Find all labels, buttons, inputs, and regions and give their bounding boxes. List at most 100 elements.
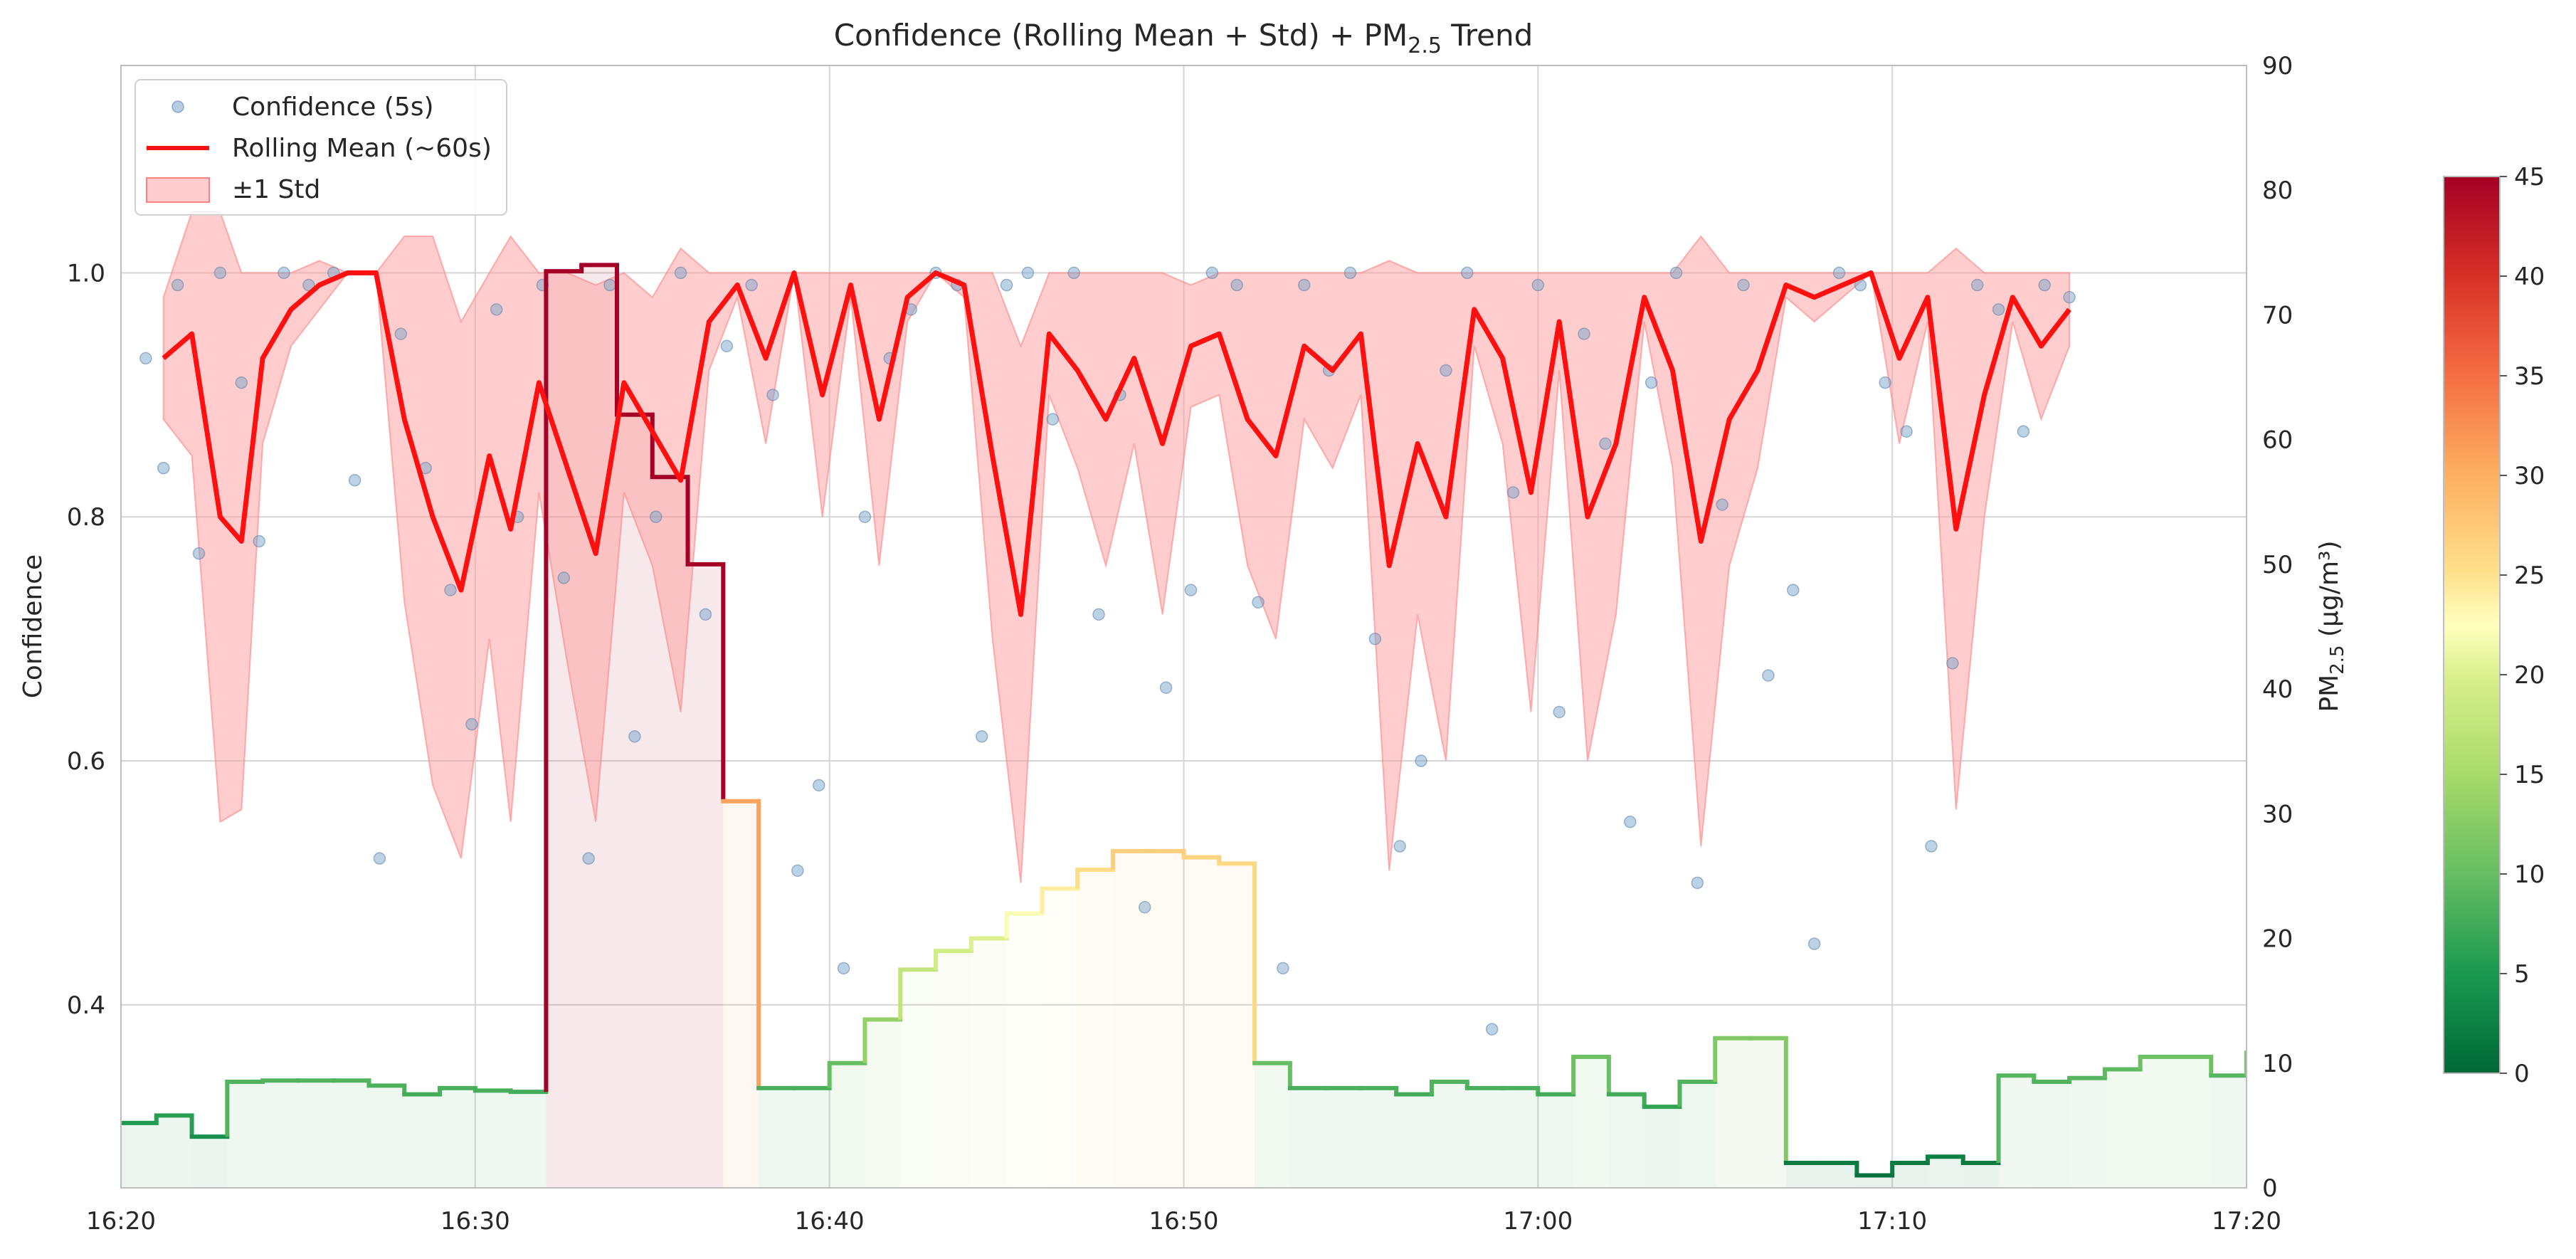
pm25-fill-segment xyxy=(191,1137,228,1188)
chart-title-suffix: Trend xyxy=(1442,18,1533,53)
y2-tick-label: 50 xyxy=(2262,551,2293,579)
y2-tick-label: 60 xyxy=(2262,426,2293,455)
scatter-point xyxy=(1277,962,1289,975)
x-tick-label: 16:50 xyxy=(1149,1207,1219,1236)
pm25-fill-segment xyxy=(2140,1057,2176,1188)
scatter-point xyxy=(1716,498,1728,511)
pm25-fill-segment xyxy=(333,1080,369,1188)
scatter-point xyxy=(235,376,248,389)
colorbar-tick-label: 35 xyxy=(2514,362,2545,391)
pm25-step-line xyxy=(121,263,2247,1178)
scatter-point xyxy=(1485,1023,1499,1036)
pm25-fill-segment xyxy=(1608,1094,1645,1188)
scatter-point xyxy=(465,717,478,731)
pm25-fill-segment xyxy=(936,951,971,1188)
confidence-scatter xyxy=(139,266,2076,1036)
pm25-fill-segment xyxy=(1538,1094,1574,1188)
x-tick-label: 16:20 xyxy=(86,1207,156,1236)
y2-tick-label: 10 xyxy=(2262,1050,2293,1078)
x-tick-label: 16:40 xyxy=(795,1207,865,1236)
scatter-point xyxy=(720,339,734,352)
scatter-point xyxy=(278,266,290,280)
scatter-point xyxy=(1506,486,1520,499)
scatter-point xyxy=(253,534,265,548)
pm25-fill-segment xyxy=(2175,1057,2212,1188)
scatter-point xyxy=(1461,266,1474,280)
y2-tick-label: 40 xyxy=(2262,675,2293,704)
scatter-point xyxy=(812,779,825,792)
x-tick-label: 17:00 xyxy=(1503,1207,1573,1236)
scatter-point xyxy=(1624,816,1637,828)
y-tick-label: 0.6 xyxy=(67,747,105,776)
scatter-point xyxy=(1000,278,1013,292)
colorbar: 0 5 10 15 20 25 30 35 40 45 xyxy=(2443,163,2545,1088)
scatter-point xyxy=(373,852,386,865)
pm25-fill-segment xyxy=(1502,1087,1538,1188)
scatter-point xyxy=(1645,376,1658,389)
pm25-fill-segment xyxy=(2034,1082,2070,1188)
pm25-fill-segment xyxy=(1751,1038,1786,1188)
scatter-point xyxy=(1691,876,1704,890)
scatter-point xyxy=(628,730,641,743)
y2-axis-label-subscript: 2.5 xyxy=(2327,645,2348,674)
scatter-point xyxy=(674,266,687,280)
pm25-fill-segment xyxy=(1573,1057,1609,1188)
scatter-point xyxy=(791,864,804,878)
scatter-point xyxy=(975,730,988,743)
pm25-fill-segment xyxy=(865,1019,901,1188)
pm25-fill-segment xyxy=(1042,888,1078,1188)
y2-tick-label: 90 xyxy=(2262,52,2293,80)
colorbar-gradient xyxy=(2443,176,2501,1074)
scatter-point xyxy=(858,510,872,523)
scatter-point xyxy=(1415,754,1427,767)
pm25-fill-segment xyxy=(1963,1162,1999,1188)
scatter-point xyxy=(1762,669,1775,682)
colorbar-ticks: 0 5 10 15 20 25 30 35 40 45 xyxy=(2500,163,2545,1088)
scatter-point xyxy=(837,962,850,975)
pm25-fill-segment xyxy=(2104,1069,2140,1188)
scatter-point xyxy=(1440,364,1452,377)
scatter-point xyxy=(1946,657,1959,670)
chart-title: Confidence (Rolling Mean + Std) + PM2.5 … xyxy=(834,18,1534,58)
scatter-point xyxy=(348,474,361,487)
scatter-point xyxy=(766,389,779,401)
pm25-fill-segment xyxy=(1289,1087,1326,1188)
scatter-point xyxy=(2017,425,2030,438)
scatter-point xyxy=(1021,266,1035,280)
pm25-fill-segment xyxy=(971,938,1007,1188)
scatter-point xyxy=(1807,937,1821,950)
rolling-mean-line xyxy=(162,270,2071,617)
y2-tick-label: 30 xyxy=(2262,800,2293,828)
pm25-fill-segment xyxy=(1361,1087,1397,1188)
chart-title-subscript: 2.5 xyxy=(1408,33,1442,58)
y2-tick-label: 70 xyxy=(2262,301,2293,330)
scatter-point xyxy=(2038,278,2051,292)
pm25-fill-segment xyxy=(900,969,936,1188)
pm25-fill-segment xyxy=(1467,1087,1503,1188)
scatter-point xyxy=(1205,266,1219,280)
pm25-fill-segment xyxy=(121,1122,157,1188)
pm25-fill-segment xyxy=(1077,870,1113,1188)
rolling-mean-path xyxy=(162,270,2071,617)
pm25-fill-segment xyxy=(369,1085,405,1188)
pm25-fill-segment xyxy=(829,1063,865,1188)
pm25-fill-segment xyxy=(1892,1162,1928,1188)
pm25-fill-segment xyxy=(723,801,759,1188)
legend-label-std: ±1 Std xyxy=(232,175,320,204)
legend-scatter-marker xyxy=(171,100,184,113)
y-axis-left: 0.4 0.6 0.8 1.0 xyxy=(67,259,105,1019)
scatter-point xyxy=(192,547,206,560)
scatter-point xyxy=(1669,266,1683,280)
scatter-point xyxy=(1553,705,1566,719)
scatter-point xyxy=(1138,901,1151,914)
legend-box xyxy=(134,79,507,216)
colorbar-tick-label: 20 xyxy=(2514,661,2545,690)
pm25-fill-segment xyxy=(1785,1162,1822,1188)
scatter-point xyxy=(1925,840,1938,853)
pm25-fill-segment xyxy=(1679,1082,1716,1188)
pm25-fill-segment xyxy=(440,1087,475,1188)
pm25-fill-segment xyxy=(227,1082,263,1188)
y2-axis-label: PM2.5 (μg/m³) xyxy=(2315,540,2348,712)
